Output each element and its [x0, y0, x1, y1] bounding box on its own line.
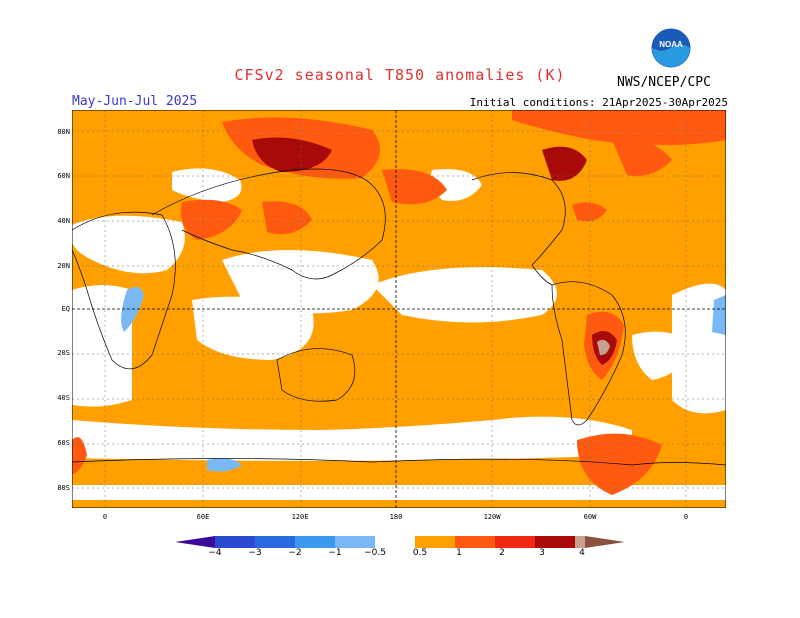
lat-label: 20S: [57, 349, 70, 357]
lon-label: 180: [389, 513, 403, 521]
colorbar-tick: 4: [579, 548, 585, 558]
anomaly-map: [72, 110, 726, 508]
lon-label: 120E: [291, 513, 309, 521]
colorbar-segment: [455, 536, 495, 548]
lat-label: 80N: [57, 128, 70, 136]
colorbar-tick: −0.5: [364, 548, 386, 558]
colorbar-tick: 1: [456, 548, 462, 558]
graticule: [72, 110, 726, 508]
forecast-period: May-Jun-Jul 2025: [72, 94, 198, 109]
map-title: CFSv2 seasonal T850 anomalies (K): [234, 66, 566, 84]
colorbar-segment: [375, 536, 415, 548]
lon-label: 60E: [196, 513, 210, 521]
negative-anomaly-regions: [121, 286, 726, 472]
colorbar-segment: [535, 536, 575, 548]
coastlines: [72, 168, 726, 466]
colorbar-segment: [215, 536, 255, 548]
colorbar-segment: [295, 536, 335, 548]
lon-label: 60W: [583, 513, 597, 521]
colorbar-tick: −1: [328, 548, 342, 558]
lon-label: 0: [102, 513, 108, 521]
lat-label: 40N: [57, 217, 70, 225]
lon-label: 0: [683, 513, 689, 521]
lat-label: 60S: [57, 439, 70, 447]
lat-label: 40S: [57, 394, 70, 402]
colorbar-tick: −4: [208, 548, 222, 558]
anomaly-2to3-regions: [252, 137, 617, 365]
colorbar-segment: [175, 536, 215, 548]
agency-label: NWS/NCEP/CPC: [617, 75, 711, 90]
colorbar-tick: −2: [288, 548, 302, 558]
anomaly-1to2-regions: [72, 110, 726, 495]
colorbar-segment: [575, 536, 585, 548]
colorbar-segment: [335, 536, 375, 548]
lat-label: 80S: [57, 484, 70, 492]
colorbar-tick: 0.5: [412, 548, 428, 558]
colorbar-tick: 3: [539, 548, 545, 558]
colorbar-segment: [495, 536, 535, 548]
lat-label: EQ: [61, 305, 70, 313]
initial-conditions: Initial conditions: 21Apr2025-30Apr2025: [469, 96, 728, 109]
lon-label: 120W: [483, 513, 501, 521]
noaa-logo-icon: NOAA: [651, 28, 691, 68]
logo-text: NOAA: [659, 40, 683, 49]
anomaly-3to4-regions: [597, 339, 610, 356]
lat-label: 20N: [57, 262, 70, 270]
colorbar-tick: 2: [499, 548, 505, 558]
colorbar-segment: [415, 536, 455, 548]
colorbar: [175, 536, 625, 548]
colorbar-segment: [585, 536, 625, 548]
lat-label: 60N: [57, 172, 70, 180]
colorbar-tick: −3: [248, 548, 262, 558]
colorbar-segment: [255, 536, 295, 548]
